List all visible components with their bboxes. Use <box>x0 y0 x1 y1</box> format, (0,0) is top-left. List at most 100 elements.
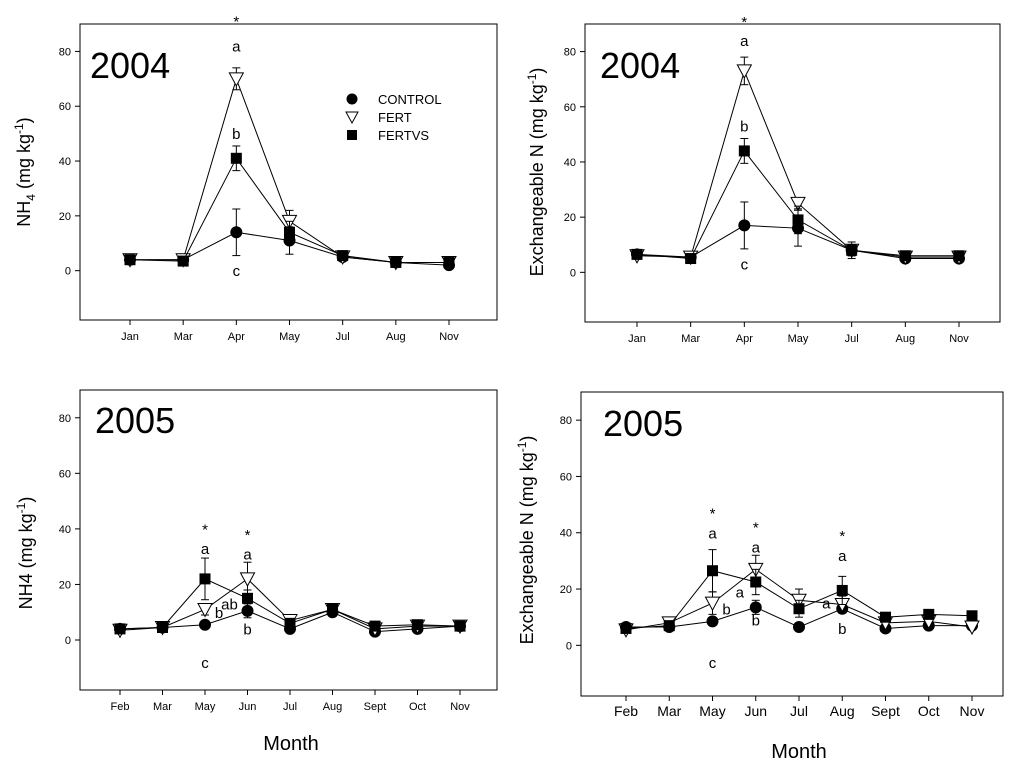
significance-label: a <box>752 539 761 556</box>
significance-label: b <box>215 605 223 622</box>
y-axis-title-sub: 4 <box>24 194 38 201</box>
data-point-fertvs <box>880 611 891 623</box>
data-point-fertvs <box>284 226 295 238</box>
significance-label: * <box>245 527 251 544</box>
x-tick-label: Jul <box>283 701 297 713</box>
significance-label: a <box>822 596 831 613</box>
y-tick-label: 40 <box>564 157 576 169</box>
data-point-fertvs <box>390 256 402 268</box>
data-point-fert <box>704 596 721 612</box>
significance-label: b <box>243 621 251 638</box>
panel-title: 2005 <box>603 403 683 444</box>
x-tick-label: May <box>699 703 725 719</box>
data-point-fertvs <box>284 617 296 629</box>
data-point-fert <box>228 72 245 87</box>
data-point-fertvs <box>114 623 126 635</box>
significance-label: a <box>740 33 749 50</box>
plot-frame <box>584 23 1001 323</box>
x-tick-label: Nov <box>949 333 969 345</box>
y-axis-title-sup: -1 <box>515 441 529 452</box>
significance-label: b <box>752 613 760 630</box>
y-tick-label: 80 <box>564 47 576 59</box>
y-tick-label: 80 <box>560 415 572 427</box>
y-axis-title-main: Exchangeable N <box>517 512 537 644</box>
y-tick-label: 40 <box>59 524 71 536</box>
data-point-fertvs <box>157 622 168 633</box>
data-point-fertvs <box>443 256 455 268</box>
legend-label-fertvs: FERTVS <box>378 128 429 143</box>
data-point-fertvs <box>707 565 718 577</box>
data-point-fertvs <box>454 620 466 632</box>
legend-label-control: CONTROL <box>378 92 442 107</box>
x-tick-label: Apr <box>228 331 245 343</box>
data-point-fertvs <box>327 603 338 615</box>
x-tick-label: Feb <box>111 701 130 713</box>
y-axis-title-unit: (mg kg <box>14 134 34 194</box>
significance-label: a <box>838 548 847 565</box>
data-point-control <box>738 219 751 232</box>
x-tick-label: May <box>279 331 300 343</box>
data-point-fertvs <box>953 250 965 262</box>
data-point-fertvs <box>663 620 675 632</box>
y-axis-title-main: Exchangeable N <box>527 144 547 276</box>
significance-label: ab <box>221 596 238 613</box>
significance-label: * <box>753 520 759 537</box>
y-tick-label: 20 <box>59 579 71 591</box>
legend-label-fert: FERT <box>378 110 412 125</box>
y-axis-title-sup: -1 <box>14 502 28 513</box>
panel-title: 2004 <box>90 45 170 86</box>
data-point-fert <box>790 196 806 212</box>
data-point-fertvs <box>923 608 935 620</box>
significance-label: * <box>202 521 208 538</box>
y-tick-label: 60 <box>560 471 572 483</box>
data-point-fertvs <box>337 250 349 262</box>
data-point-control <box>749 601 762 614</box>
y-axis-title-close: ) <box>14 117 34 123</box>
data-point-fertvs <box>846 244 858 256</box>
x-tick-label: Apr <box>736 333 753 345</box>
significance-label: * <box>839 528 845 545</box>
x-tick-label: Aug <box>896 333 916 345</box>
y-axis-title: NH4 (mg kg-1) <box>14 497 36 610</box>
y-tick-label: 40 <box>59 156 71 168</box>
data-point-fert <box>239 572 256 587</box>
legend-symbol-fertvs <box>347 130 357 140</box>
y-tick-label: 40 <box>560 528 572 540</box>
y-tick-label: 0 <box>570 267 576 279</box>
data-point-fert <box>736 64 753 79</box>
significance-label: a <box>201 541 210 558</box>
data-point-fert <box>197 602 213 618</box>
data-point-fertvs <box>899 250 911 262</box>
chart-panel-2005-nh4: 0 20 40 60 80 Feb Mar May Jun Jul Aug Sept Oct Nov 200… <box>14 389 498 713</box>
data-point-fertvs <box>124 254 136 266</box>
data-point-fertvs <box>177 255 189 267</box>
x-tick-label: Jan <box>628 333 646 345</box>
x-axis-title-left: Month <box>263 733 319 755</box>
y-axis-title-unit: (mg kg <box>527 84 547 144</box>
y-axis-title: Exchangeable N (mg kg-1) <box>525 68 547 277</box>
x-tick-label: Oct <box>918 703 940 719</box>
y-axis-title-sup: -1 <box>12 123 26 134</box>
chart-panel-2004-nh4: 0 20 40 60 80 Jan Mar Apr May Jul Aug Nov 2004 NH4 (m… <box>12 14 498 343</box>
data-point-fertvs <box>836 584 848 596</box>
y-axis-title: NH4 (mg kg-1) <box>12 117 38 226</box>
x-tick-label: Aug <box>830 703 855 719</box>
y-axis-title-close: ) <box>16 497 36 503</box>
significance-label: b <box>232 126 240 143</box>
x-tick-label: Mar <box>657 703 681 719</box>
y-tick-label: 0 <box>566 640 572 652</box>
x-axis-title: Month <box>771 741 827 763</box>
x-tick-label: Jun <box>744 703 767 719</box>
y-tick-label: 0 <box>65 635 71 647</box>
y-tick-label: 0 <box>65 266 71 278</box>
y-tick-label: 60 <box>564 102 576 114</box>
x-tick-label: Aug <box>323 701 343 713</box>
significance-label: c <box>233 263 241 280</box>
x-tick-label: Mar <box>174 331 193 343</box>
x-tick-label: Nov <box>960 703 985 719</box>
y-axis-title-sup: -1 <box>525 73 539 84</box>
data-point-control <box>241 604 254 617</box>
panel-title: 2004 <box>600 45 680 86</box>
data-point-fertvs <box>242 592 253 604</box>
